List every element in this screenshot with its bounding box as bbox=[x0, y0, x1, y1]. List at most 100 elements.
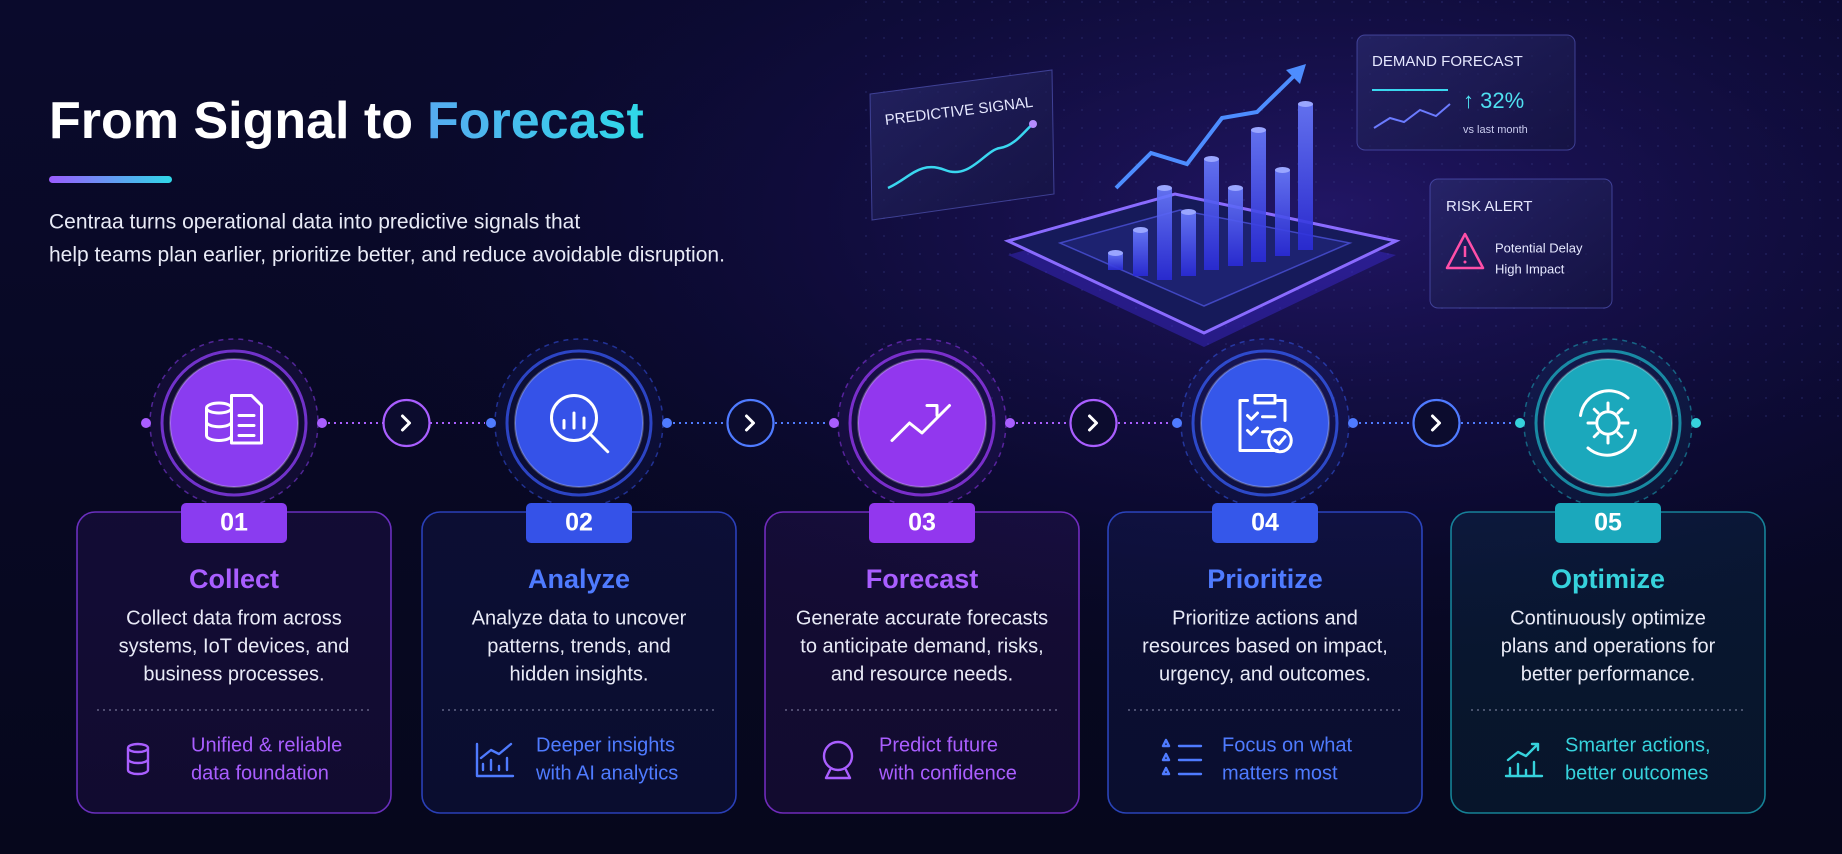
step-description: urgency, and outcomes. bbox=[1159, 663, 1371, 685]
icon-stroke bbox=[481, 756, 509, 772]
step-title: Forecast bbox=[866, 564, 979, 594]
connector-dot bbox=[1172, 418, 1182, 428]
step: 04 Prioritize Prioritize actions and resour… bbox=[1107, 338, 1514, 814]
hero-bar bbox=[1228, 188, 1243, 266]
step-description: business processes. bbox=[143, 663, 324, 685]
step: 01 Collect Collect data from across systems… bbox=[76, 338, 485, 814]
step-number: 05 bbox=[1594, 509, 1622, 537]
hero-bar bbox=[1204, 159, 1219, 270]
icon-stroke bbox=[1506, 742, 1540, 762]
hero-bar bbox=[1275, 170, 1290, 256]
benefit-icon bbox=[475, 742, 515, 778]
step-description: Prioritize actions and bbox=[1172, 607, 1358, 629]
step-title: Prioritize bbox=[1207, 564, 1323, 594]
connector-dot bbox=[486, 418, 496, 428]
icon-stroke bbox=[1595, 410, 1621, 436]
step-description: Generate accurate forecasts bbox=[796, 607, 1048, 629]
step-number: 02 bbox=[565, 509, 593, 537]
icon-stroke bbox=[1579, 389, 1637, 457]
hero-bar bbox=[1157, 188, 1172, 280]
connector-dot bbox=[317, 418, 327, 428]
hero-bar bbox=[1298, 104, 1313, 250]
connector-chevron bbox=[401, 414, 411, 432]
forecast-note: vs last month bbox=[1463, 124, 1528, 136]
icon-stroke bbox=[822, 740, 854, 780]
process-steps: 01 Collect Collect data from across systems… bbox=[76, 338, 1766, 814]
step-badge bbox=[1212, 503, 1318, 543]
step-title: Optimize bbox=[1551, 564, 1665, 594]
step-benefit: Unified & reliable bbox=[191, 734, 342, 756]
step-disc bbox=[1200, 358, 1330, 488]
hero-graphic: PREDICTIVE SIGNAL DEMAND FORECAST ↑ 32% … bbox=[869, 34, 1613, 347]
icon-stroke bbox=[126, 742, 150, 776]
step-ring bbox=[160, 349, 308, 497]
panel bbox=[869, 69, 1055, 221]
sparkline bbox=[1373, 103, 1451, 129]
step-benefit: Smarter actions, bbox=[1565, 734, 1711, 756]
step-description: Analyze data to uncover bbox=[472, 607, 687, 629]
subtitle-line: Centraa turns operational data into pred… bbox=[49, 211, 580, 234]
hero-bar bbox=[1251, 130, 1266, 262]
step-description: Continuously optimize bbox=[1510, 607, 1706, 629]
connector-chevron bbox=[745, 414, 755, 432]
alert-line: High Impact bbox=[1495, 261, 1565, 276]
step-number: 03 bbox=[908, 509, 936, 537]
step-icon bbox=[205, 394, 263, 445]
hero-bar-cap bbox=[1298, 101, 1313, 107]
connector-dot bbox=[1691, 418, 1701, 428]
icon-stroke bbox=[1161, 738, 1171, 776]
signal-dot bbox=[1029, 120, 1037, 128]
hero-bar-cap bbox=[1181, 209, 1196, 215]
panel bbox=[1356, 34, 1576, 151]
hero-bars bbox=[1108, 101, 1313, 280]
icon-stroke bbox=[205, 401, 233, 442]
icon-stroke bbox=[479, 742, 513, 760]
connector-dot bbox=[1348, 418, 1358, 428]
trend-arrow bbox=[1286, 64, 1306, 84]
icon-stroke bbox=[475, 742, 515, 778]
connector-dot bbox=[141, 418, 151, 428]
step-benefit: Deeper insights bbox=[536, 734, 675, 756]
panel-label: RISK ALERT bbox=[1446, 198, 1532, 215]
step: 02 Analyze Analyze data to uncover patterns… bbox=[421, 338, 828, 814]
step-benefit: Predict future bbox=[879, 734, 998, 756]
hero-bar bbox=[1133, 230, 1148, 276]
title-lead: From Signal to bbox=[49, 92, 413, 150]
panel bbox=[1429, 178, 1613, 309]
benefit-icon bbox=[1161, 738, 1203, 776]
step-title: Analyze bbox=[528, 564, 630, 594]
step-disc bbox=[169, 358, 299, 488]
step-number: 01 bbox=[220, 509, 248, 537]
step-number: 04 bbox=[1251, 509, 1279, 537]
trend-line bbox=[1114, 70, 1300, 190]
step-icon bbox=[890, 404, 951, 442]
connector-dot bbox=[1005, 418, 1015, 428]
alert-icon bbox=[1445, 232, 1485, 270]
title-highlight: Forecast bbox=[427, 92, 644, 150]
step-description: Collect data from across bbox=[126, 607, 342, 629]
step-icon bbox=[1579, 389, 1637, 457]
hero-bar-cap bbox=[1157, 185, 1172, 191]
step-ring bbox=[505, 349, 653, 497]
signal-wave bbox=[887, 123, 1034, 190]
icon-stroke bbox=[1504, 760, 1544, 778]
step-description: hidden insights. bbox=[510, 663, 649, 685]
icon-stroke bbox=[1586, 401, 1630, 445]
subtitle-line: help teams plan earlier, prioritize bett… bbox=[49, 244, 725, 267]
connector-dot bbox=[1515, 418, 1525, 428]
hero-bar bbox=[1181, 212, 1196, 276]
step-benefit: data foundation bbox=[191, 762, 329, 784]
step-icon bbox=[1238, 394, 1293, 454]
benefit-icon bbox=[1504, 742, 1544, 778]
connector-node bbox=[726, 398, 775, 448]
connector-dot bbox=[829, 418, 839, 428]
title-underline bbox=[49, 176, 172, 183]
alert-line: Potential Delay bbox=[1495, 240, 1583, 255]
connector-chevron bbox=[1431, 414, 1441, 432]
step-description: patterns, trends, and bbox=[487, 635, 670, 657]
benefit-icon bbox=[126, 742, 150, 776]
step-ring bbox=[848, 349, 996, 497]
step-ring bbox=[1534, 349, 1682, 497]
icon-stroke bbox=[562, 411, 586, 430]
